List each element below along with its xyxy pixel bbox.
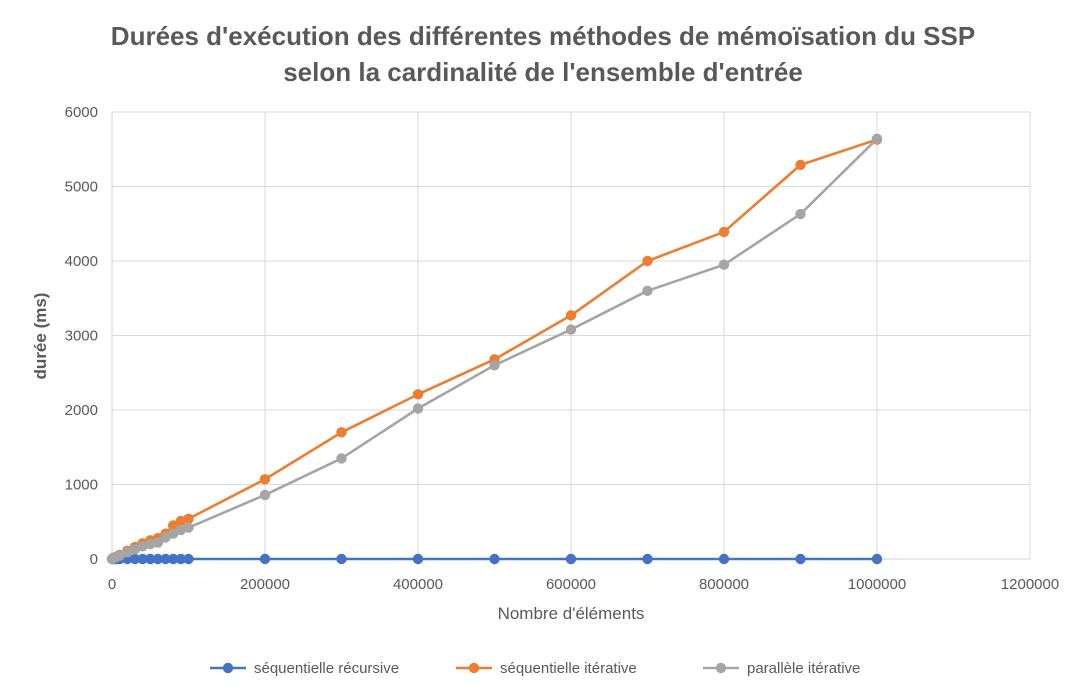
data-point bbox=[259, 489, 271, 501]
x-tick-label: 200000 bbox=[240, 576, 290, 593]
data-point bbox=[795, 159, 806, 171]
data-point bbox=[718, 259, 730, 270]
data-point bbox=[259, 553, 271, 565]
legend-marker-swatch bbox=[468, 662, 480, 674]
y-tick-label: 5000 bbox=[65, 179, 98, 196]
x-tick-label: 800000 bbox=[699, 576, 749, 593]
x-tick-label: 0 bbox=[108, 576, 116, 593]
chart-title-line-1: Durées d'exécution des différentes métho… bbox=[111, 21, 975, 51]
legend-item: parallèle itérative bbox=[703, 660, 860, 677]
y-tick-label: 1000 bbox=[65, 477, 98, 494]
data-point bbox=[871, 553, 883, 565]
data-point bbox=[795, 208, 806, 220]
data-point bbox=[183, 513, 194, 524]
data-point bbox=[412, 553, 424, 565]
tick-labels: 0 1000 2000 3000 4000 5000 6000 0 200000 400000 60… bbox=[65, 104, 1060, 593]
data-point bbox=[489, 553, 500, 565]
data-point bbox=[168, 553, 179, 565]
data-point bbox=[642, 255, 653, 267]
data-point bbox=[795, 553, 806, 565]
data-point bbox=[152, 537, 164, 548]
data-point bbox=[412, 403, 424, 414]
x-tick-label: 1000000 bbox=[848, 576, 906, 593]
y-tick-label: 4000 bbox=[65, 253, 98, 270]
data-point bbox=[152, 553, 164, 565]
x-axis-title: Nombre d'éléments bbox=[498, 604, 645, 623]
data-point bbox=[160, 553, 171, 565]
x-tick-label: 1200000 bbox=[1001, 576, 1059, 593]
data-point bbox=[145, 553, 156, 565]
legend: séquentielle récursive séquentielle itéra… bbox=[210, 660, 860, 677]
data-point bbox=[168, 520, 179, 531]
data-point bbox=[183, 553, 194, 565]
legend-label: séquentielle itérative bbox=[500, 660, 637, 677]
legend-item: séquentielle itérative bbox=[456, 660, 637, 677]
data-point bbox=[129, 553, 141, 565]
data-point bbox=[175, 553, 187, 565]
y-tick-label: 2000 bbox=[65, 402, 98, 419]
data-point bbox=[871, 133, 883, 145]
data-point bbox=[259, 474, 271, 485]
data-point bbox=[565, 324, 577, 335]
legend-item: séquentielle récursive bbox=[210, 660, 399, 677]
series-2 bbox=[106, 134, 883, 565]
legend-marker-swatch bbox=[222, 662, 234, 674]
legend-marker-swatch bbox=[715, 662, 727, 674]
series-plot-area bbox=[106, 133, 883, 565]
data-point bbox=[718, 226, 730, 238]
x-tick-label: 600000 bbox=[546, 576, 596, 593]
series-line bbox=[111, 138, 878, 560]
y-tick-label: 6000 bbox=[65, 104, 98, 121]
data-point bbox=[642, 553, 653, 565]
series-1 bbox=[106, 553, 883, 565]
data-point bbox=[489, 360, 500, 371]
y-tick-label: 3000 bbox=[65, 328, 98, 345]
data-point bbox=[137, 553, 148, 565]
data-point bbox=[336, 427, 347, 438]
y-tick-label: 0 bbox=[90, 551, 98, 568]
data-point bbox=[183, 522, 194, 533]
data-point bbox=[336, 453, 347, 464]
legend-label: parallèle itérative bbox=[747, 660, 860, 677]
legend-label: séquentielle récursive bbox=[254, 660, 399, 677]
series-line bbox=[111, 137, 878, 561]
chart-title-line-2: selon la cardinalité de l'ensemble d'ent… bbox=[283, 57, 803, 87]
gridlines bbox=[112, 111, 1031, 559]
data-point bbox=[565, 310, 577, 321]
data-point bbox=[336, 553, 347, 565]
x-tick-label: 400000 bbox=[393, 576, 443, 593]
data-point bbox=[412, 389, 424, 400]
data-point bbox=[565, 553, 577, 565]
series-3 bbox=[106, 133, 883, 565]
data-point bbox=[642, 285, 653, 296]
data-point bbox=[718, 553, 730, 565]
y-axis-title: durée (ms) bbox=[31, 293, 50, 380]
